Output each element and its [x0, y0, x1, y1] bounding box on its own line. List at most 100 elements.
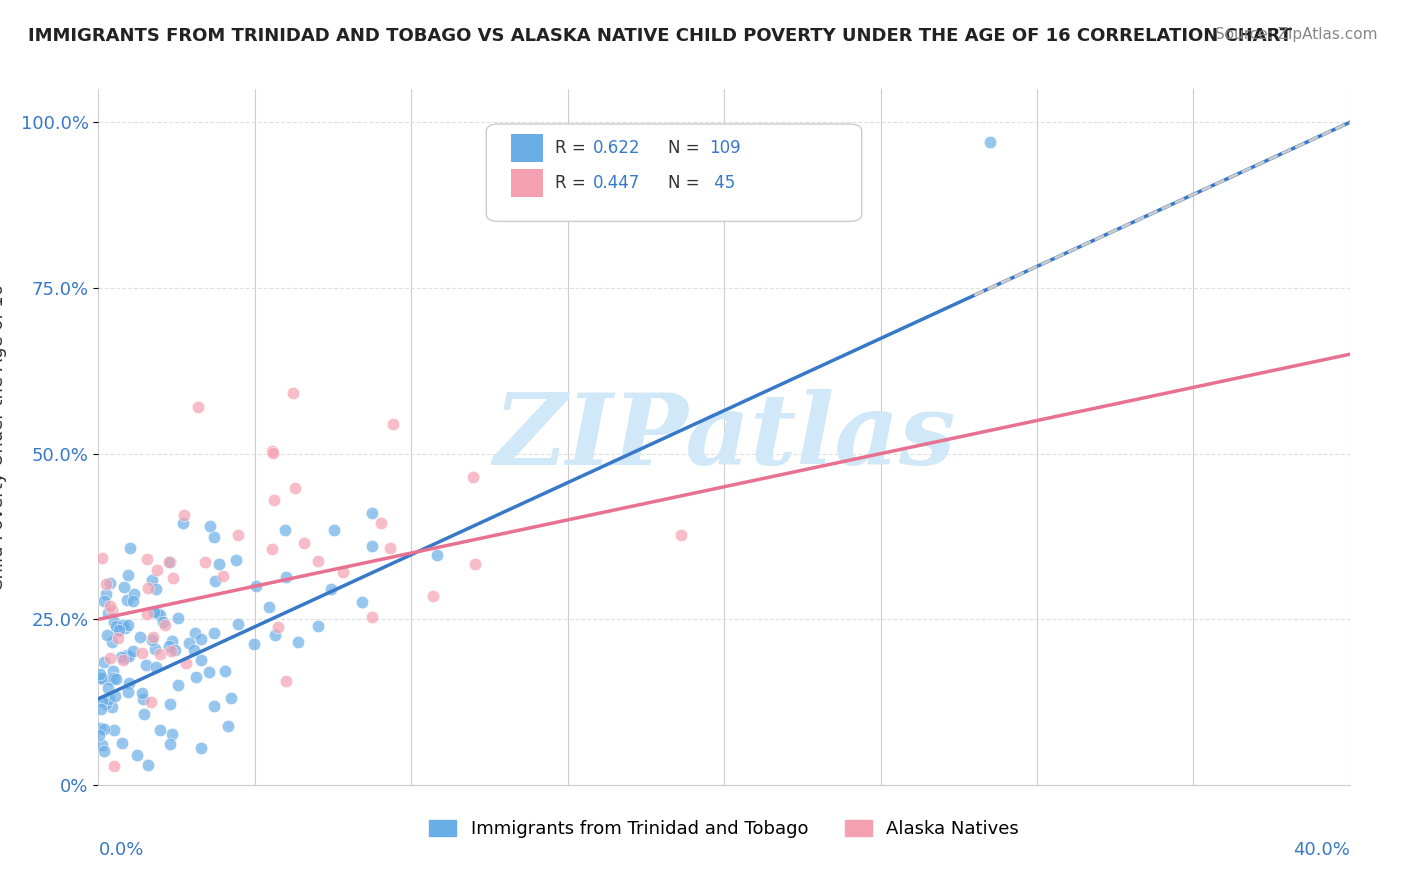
Point — [160, 727, 183, 741]
Point — [979, 135, 1001, 149]
Point — [166, 678, 188, 692]
Point — [217, 718, 239, 732]
Text: N =: N = — [668, 139, 704, 157]
Point — [98, 575, 121, 590]
Point — [287, 635, 309, 649]
Point — [172, 516, 194, 530]
Point — [143, 605, 166, 619]
Point — [183, 625, 205, 640]
Point — [262, 445, 284, 459]
Point — [426, 548, 449, 562]
Point — [262, 443, 284, 458]
Point — [307, 554, 329, 568]
Point — [219, 691, 242, 706]
Point — [307, 619, 329, 633]
Point — [105, 624, 128, 639]
Point — [361, 610, 384, 624]
Point — [225, 553, 247, 567]
Point — [104, 689, 127, 703]
Point — [243, 637, 266, 651]
Point — [135, 658, 157, 673]
Point — [131, 691, 153, 706]
Text: Source: ZipAtlas.com: Source: ZipAtlas.com — [1215, 27, 1378, 42]
Point — [257, 599, 280, 614]
Bar — [512, 169, 543, 197]
Point — [245, 578, 267, 592]
Point — [141, 573, 163, 587]
Point — [125, 747, 148, 762]
Text: 109: 109 — [709, 139, 741, 157]
Point — [98, 673, 121, 687]
Point — [107, 624, 129, 638]
Point — [103, 758, 125, 772]
Point — [122, 593, 145, 607]
Text: R =: R = — [555, 139, 591, 157]
Point — [100, 599, 122, 613]
Point — [118, 648, 141, 663]
Point — [273, 523, 295, 537]
Point — [89, 721, 111, 735]
Point — [136, 582, 159, 596]
Point — [463, 470, 485, 484]
Point — [214, 664, 236, 678]
Point — [90, 702, 112, 716]
Point — [103, 723, 125, 737]
Point — [149, 608, 172, 623]
Point — [114, 651, 136, 665]
Point — [187, 401, 209, 415]
Point — [159, 698, 181, 712]
Point — [226, 527, 249, 541]
Point — [97, 692, 120, 706]
Point — [100, 700, 122, 714]
Point — [145, 660, 167, 674]
Point — [183, 643, 205, 657]
Point — [131, 646, 153, 660]
Y-axis label: Child Poverty Under the Age of 16: Child Poverty Under the Age of 16 — [0, 284, 7, 591]
Point — [382, 417, 405, 432]
Point — [89, 666, 111, 681]
Legend: Immigrants from Trinidad and Tobago, Alaska Natives: Immigrants from Trinidad and Tobago, Ala… — [422, 813, 1026, 846]
Point — [319, 582, 342, 596]
Point — [141, 632, 163, 647]
Point — [115, 648, 138, 662]
Point — [332, 566, 354, 580]
Point — [361, 507, 384, 521]
Point — [202, 626, 225, 640]
Point — [101, 603, 124, 617]
Point — [153, 618, 176, 632]
Text: IMMIGRANTS FROM TRINIDAD AND TOBAGO VS ALASKA NATIVE CHILD POVERTY UNDER THE AGE: IMMIGRANTS FROM TRINIDAD AND TOBAGO VS A… — [28, 27, 1292, 45]
Point — [145, 564, 167, 578]
Point — [145, 606, 167, 620]
Point — [322, 524, 344, 538]
Point — [114, 621, 136, 635]
Point — [141, 631, 163, 645]
Point — [111, 736, 134, 750]
Point — [132, 706, 155, 721]
Point — [190, 653, 212, 667]
Point — [93, 594, 115, 608]
Point — [122, 644, 145, 658]
Point — [350, 595, 373, 609]
Point — [128, 630, 150, 644]
Point — [91, 694, 114, 708]
Point — [292, 536, 315, 550]
Text: R =: R = — [555, 174, 591, 192]
Point — [177, 636, 200, 650]
Point — [262, 541, 284, 556]
Point — [104, 619, 127, 633]
Point — [149, 723, 172, 737]
Point — [190, 632, 212, 646]
Point — [112, 580, 135, 594]
Point — [160, 643, 183, 657]
Point — [112, 618, 135, 632]
Point — [93, 744, 115, 758]
Point — [110, 649, 132, 664]
Text: 0.0%: 0.0% — [98, 840, 143, 859]
Point — [152, 615, 174, 629]
Point — [117, 685, 139, 699]
Point — [87, 728, 110, 742]
Point — [669, 528, 692, 542]
Point — [283, 386, 305, 401]
Point — [159, 737, 181, 751]
Point — [197, 665, 219, 680]
